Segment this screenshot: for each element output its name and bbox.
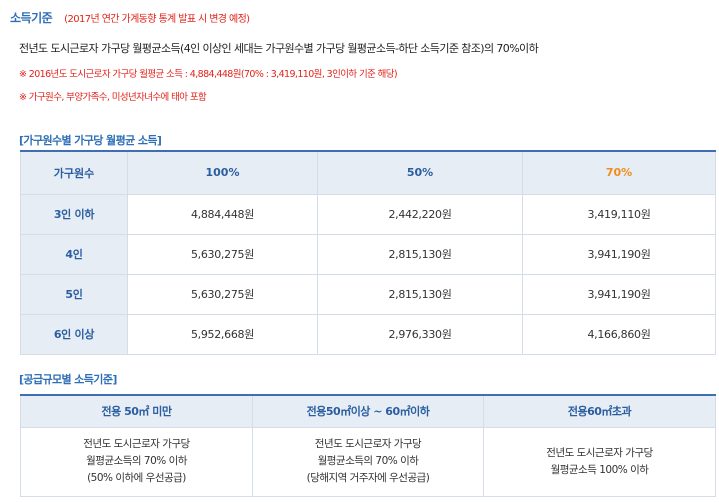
table-cell: 2,815,130원	[317, 233, 523, 275]
row-label: 6인 이상	[20, 313, 128, 355]
header-under-50: 전용 50㎡ 미만	[20, 394, 253, 428]
table-cell: 2,976,330원	[317, 313, 523, 355]
table-row: 5인 5,630,275원 2,815,130원 3,941,190원	[20, 273, 716, 315]
change-notice: (2017년 연간 가계동향 통계 발표 시 변경 예정)	[64, 14, 250, 25]
table-cell: 전년도 도시근로자 가구당 월평균소득의 70% 이하 (50% 이하에 우선공…	[20, 426, 253, 497]
table-cell: 3,941,190원	[522, 233, 716, 275]
header-over-60: 전용60㎡초과	[483, 394, 716, 428]
table-header-row: 가구원수 100% 50% 70%	[20, 150, 716, 195]
cell-line: 전년도 도시근로자 가구당	[83, 438, 190, 450]
income-by-supply-size-table: 전용 50㎡ 미만 전용50㎡이상 ~ 60㎡이하 전용60㎡초과 전년도 도시…	[20, 394, 716, 497]
note-2016-income: ※ 2016년도 도시근로자 가구당 월평균 소득 : 4,884,448원(7…	[19, 69, 398, 80]
header-50-percent: 50%	[317, 150, 523, 195]
cell-line: 전년도 도시근로자 가구당	[314, 438, 422, 450]
cell-line: 월평균소득 100% 이하	[550, 463, 649, 476]
table-row: 6인 이상 5,952,668원 2,976,330원 4,166,860원	[20, 313, 716, 355]
row-label: 5인	[20, 273, 128, 315]
income-criteria-heading: 소득기준 (2017년 연간 가계동향 통계 발표 시 변경 예정)	[10, 9, 250, 27]
cell-line: (50% 이하에 우선공급)	[87, 472, 186, 484]
note-fetus-included: ※ 가구원수, 부양가족수, 미성년자녀수에 태아 포함	[19, 92, 207, 103]
cell-line: 전년도 도시근로자 가구당	[546, 446, 653, 459]
table-cell: 2,442,220원	[317, 193, 523, 235]
table-row: 3인 이하 4,884,448원 2,442,220원 3,419,110원	[20, 193, 716, 235]
table-cell: 5,630,275원	[127, 233, 318, 275]
table-cell: 2,815,130원	[317, 273, 523, 315]
table-cell: 4,166,860원	[522, 313, 716, 355]
cell-line: 월평균소득의 70% 이하	[86, 455, 187, 467]
table-cell: 3,941,190원	[522, 273, 716, 315]
income-by-household-table: 가구원수 100% 50% 70% 3인 이하 4,884,448원 2,442…	[20, 150, 716, 355]
table-cell: 5,630,275원	[127, 273, 318, 315]
table-row: 전년도 도시근로자 가구당 월평균소득의 70% 이하 (50% 이하에 우선공…	[20, 426, 716, 497]
table-cell: 4,884,448원	[127, 193, 318, 235]
table-cell: 5,952,668원	[127, 313, 318, 355]
criteria-description: 전년도 도시근로자 가구당 월평균소득(4인 이상인 세대는 가구원수별 가구당…	[19, 42, 539, 55]
table-cell: 3,419,110원	[522, 193, 716, 235]
cell-line: (당해지역 거주자에 우선공급)	[306, 472, 430, 484]
header-100-percent: 100%	[127, 150, 318, 195]
row-label: 3인 이하	[20, 193, 128, 235]
row-label: 4인	[20, 233, 128, 275]
table-row: 4인 5,630,275원 2,815,130원 3,941,190원	[20, 233, 716, 275]
table-cell: 전년도 도시근로자 가구당 월평균소득 100% 이하	[483, 426, 716, 497]
supply-table-title: [공급규모별 소득기준]	[19, 373, 117, 386]
header-70-percent: 70%	[522, 150, 716, 195]
header-household-size: 가구원수	[20, 150, 128, 195]
header-50-to-60: 전용50㎡이상 ~ 60㎡이하	[252, 394, 484, 428]
table-cell: 전년도 도시근로자 가구당 월평균소득의 70% 이하 (당해지역 거주자에 우…	[252, 426, 484, 497]
cell-line: 월평균소득의 70% 이하	[317, 455, 419, 467]
income-criteria-title: 소득기준	[10, 11, 53, 25]
income-table-title: [가구원수별 가구당 월평균 소득]	[19, 134, 162, 147]
table-header-row: 전용 50㎡ 미만 전용50㎡이상 ~ 60㎡이하 전용60㎡초과	[20, 394, 716, 428]
